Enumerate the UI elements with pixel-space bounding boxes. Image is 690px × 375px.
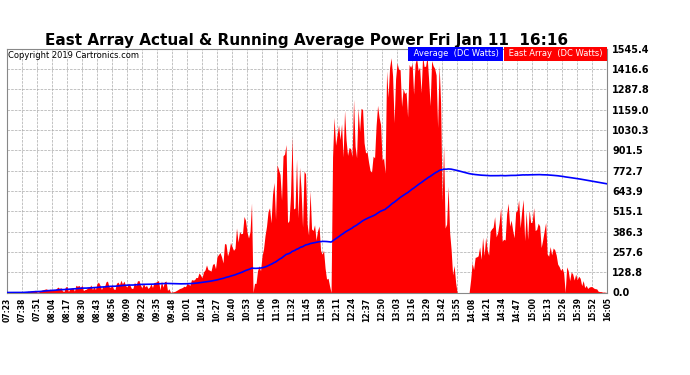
Text: Copyright 2019 Cartronics.com: Copyright 2019 Cartronics.com bbox=[8, 51, 139, 60]
Text: East Array  (DC Watts): East Array (DC Watts) bbox=[506, 50, 605, 58]
Title: East Array Actual & Running Average Power Fri Jan 11  16:16: East Array Actual & Running Average Powe… bbox=[46, 33, 569, 48]
Text: Average  (DC Watts): Average (DC Watts) bbox=[411, 50, 501, 58]
